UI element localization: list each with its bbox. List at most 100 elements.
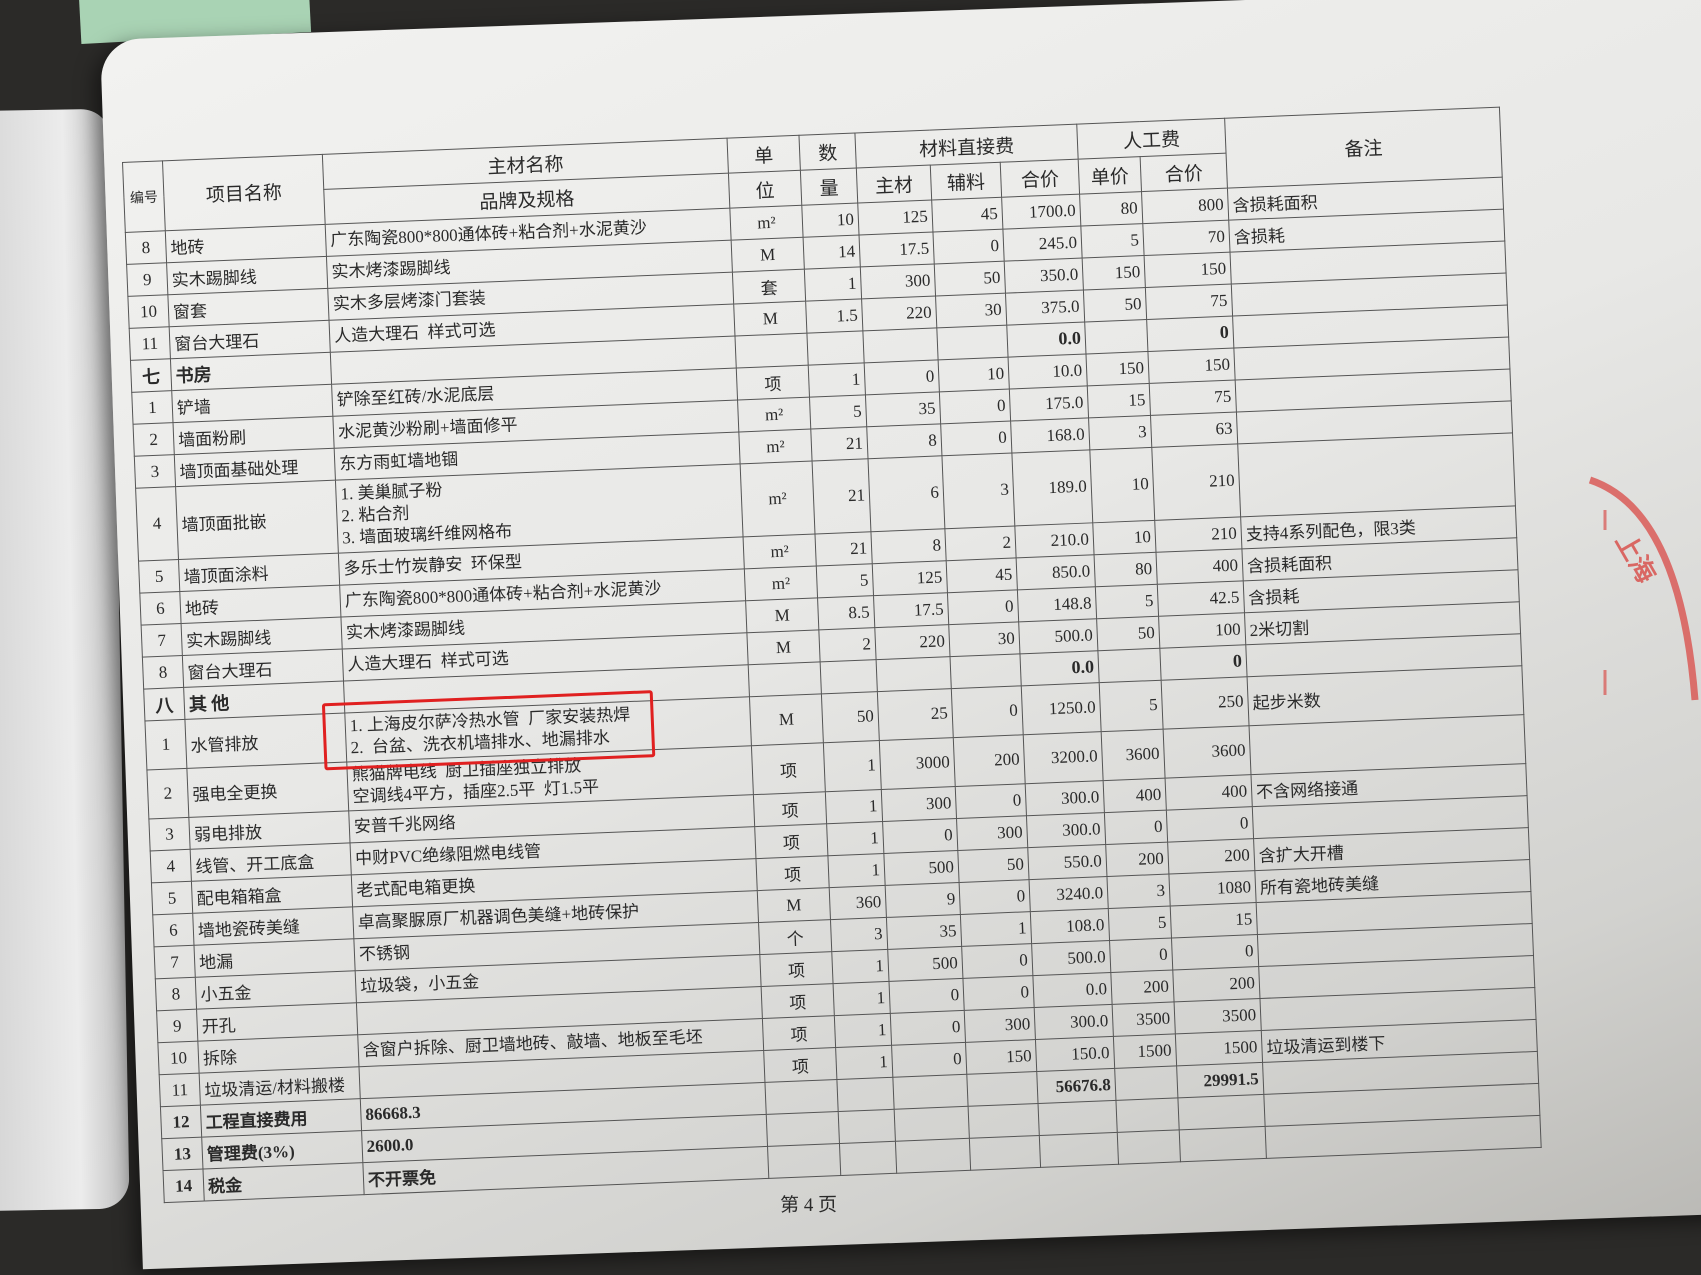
row-no-cell: 9	[156, 1009, 198, 1043]
labor-total-cell: 200	[1167, 838, 1255, 875]
labor-unit-price-cell: 10	[1092, 520, 1156, 555]
unit-cell	[748, 661, 822, 697]
header-labor: 人工费	[1076, 118, 1227, 160]
item-name-cell: 强电全更换	[186, 761, 349, 818]
unit-cell	[767, 1143, 841, 1179]
material-total-cell: 56676.8	[1036, 1068, 1116, 1104]
aux-material-price-cell: 300	[964, 1007, 1036, 1043]
material-total-cell: 350.0	[1004, 258, 1084, 294]
quantity-cell: 10	[801, 203, 860, 238]
unit-cell: m²	[743, 533, 817, 569]
labor-unit-price-cell: 10	[1089, 447, 1155, 523]
labor-unit-price-cell: 5	[1095, 584, 1159, 619]
aux-material-price-cell: 0	[955, 783, 1027, 819]
material-total-cell: 168.0	[1010, 417, 1090, 454]
unit-cell: m²	[740, 461, 815, 537]
unit-cell: M	[746, 629, 821, 665]
labor-total-cell: 250	[1161, 676, 1250, 730]
aux-material-price-cell: 30	[948, 621, 1020, 657]
quantity-cell: 8.5	[817, 595, 875, 630]
main-material-price-cell: 500	[887, 946, 963, 982]
quantity-cell	[820, 659, 878, 694]
labor-total-cell: 200	[1172, 966, 1260, 1002]
quote-table: 编号 项目名称 主材名称 单 数 材料直接费 人工费 备注 品牌及规格 位 量 …	[122, 107, 1542, 1204]
header-qty-top: 数	[798, 133, 857, 171]
item-name-cell: 税金	[202, 1162, 365, 1202]
quantity-cell: 1	[834, 1013, 892, 1048]
header-item: 项目名称	[162, 154, 326, 231]
main-material-price-cell: 8	[870, 528, 947, 564]
quantity-cell	[838, 1109, 896, 1144]
main-material-price-cell: 0	[890, 1010, 966, 1046]
unit-cell: M	[749, 693, 824, 746]
main-material-price-cell: 3000	[879, 737, 956, 790]
quantity-cell	[839, 1141, 897, 1176]
unit-cell: 项	[736, 365, 810, 400]
aux-material-price-cell: 45	[931, 197, 1003, 233]
material-total-cell: 3240.0	[1029, 876, 1109, 912]
material-total-cell: 0.0	[1019, 650, 1100, 686]
main-material-price-cell: 25	[877, 688, 954, 741]
aux-material-price-cell	[966, 1071, 1039, 1107]
quantity-cell: 1	[804, 266, 862, 302]
labor-total-cell: 42.5	[1157, 580, 1245, 617]
row-no-cell: 2	[146, 768, 189, 819]
unit-cell: 项	[751, 742, 826, 795]
aux-material-price-cell	[936, 325, 1009, 360]
unit-cell: M	[745, 597, 819, 633]
quantity-cell: 1.5	[805, 298, 863, 334]
row-no-cell: 6	[139, 591, 182, 626]
row-no-cell: 13	[161, 1137, 203, 1171]
labor-unit-price-cell: 15	[1087, 383, 1151, 418]
material-total-cell: 550.0	[1027, 844, 1107, 880]
header-unit-top: 单	[727, 135, 801, 174]
remark-cell	[1237, 432, 1516, 517]
labor-total-cell: 400	[1155, 548, 1244, 585]
unit-cell: 项	[762, 1015, 836, 1051]
labor-total-cell	[1179, 1126, 1267, 1162]
main-material-price-cell: 6	[868, 455, 945, 532]
quantity-cell: 1	[827, 853, 886, 888]
labor-unit-price-cell: 50	[1083, 287, 1147, 322]
unit-cell: 个	[758, 919, 832, 955]
unit-cell: M	[733, 301, 807, 337]
material-total-cell: 1250.0	[1021, 682, 1102, 735]
unit-cell: 项	[761, 983, 835, 1019]
labor-total-cell	[1177, 1094, 1266, 1130]
material-total-cell: 500.0	[1018, 618, 1098, 654]
aux-material-price-cell: 0	[951, 685, 1024, 738]
material-total-cell: 3200.0	[1023, 731, 1104, 784]
labor-unit-price-cell: 150	[1085, 351, 1150, 386]
main-material-price-cell: 220	[861, 295, 937, 331]
aux-material-price-cell: 0	[940, 421, 1012, 456]
labor-unit-price-cell	[1084, 319, 1148, 354]
main-material-price-cell: 220	[874, 624, 951, 660]
row-no-cell: 7	[141, 623, 183, 658]
row-no-cell: 10	[157, 1041, 200, 1075]
quantity-cell: 1	[833, 981, 891, 1016]
quantity-cell: 1	[808, 362, 866, 398]
quantity-cell: 21	[812, 458, 871, 534]
main-material-price-cell: 125	[857, 200, 933, 235]
page-number: 第 4 页	[779, 1194, 838, 1217]
labor-total-cell: 3600	[1163, 725, 1251, 779]
row-no-cell: 4	[135, 486, 179, 562]
labor-total-cell: 0	[1171, 934, 1259, 970]
material-total-cell: 300.0	[1034, 1004, 1114, 1040]
unit-cell: m²	[729, 205, 804, 241]
main-material-price-cell: 9	[885, 882, 961, 918]
labor-total-cell: 150	[1144, 252, 1232, 288]
labor-total-cell: 75	[1145, 284, 1233, 320]
material-total-cell: 175.0	[1009, 385, 1089, 422]
labor-total-cell: 75	[1149, 380, 1237, 416]
labor-total-cell: 800	[1141, 188, 1229, 224]
row-no-cell: 3	[134, 454, 176, 489]
labor-unit-price-cell: 3600	[1101, 729, 1166, 781]
header-aux-material: 辅料	[930, 162, 1002, 201]
labor-total-cell: 1500	[1175, 1030, 1263, 1066]
material-total-cell: 1700.0	[1001, 194, 1081, 230]
labor-unit-price-cell: 3500	[1112, 1001, 1176, 1037]
row-no-cell: 4	[150, 849, 192, 883]
header-labor-total: 合价	[1140, 153, 1228, 192]
labor-unit-price-cell: 80	[1094, 552, 1158, 587]
